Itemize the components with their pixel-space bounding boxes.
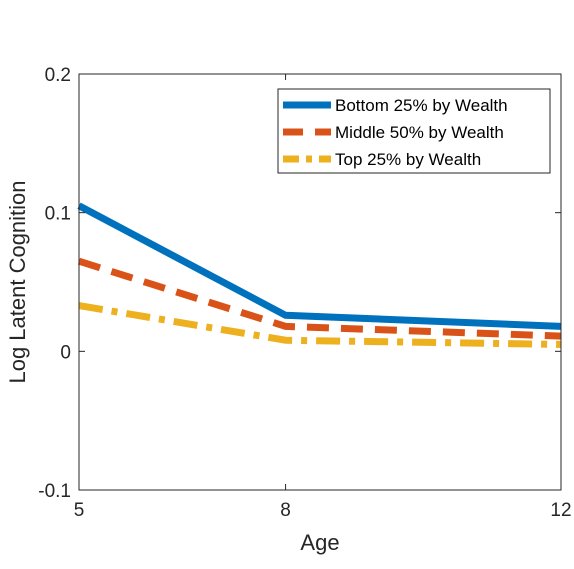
x-tick-label: 8 bbox=[280, 500, 291, 521]
x-axis-title: Age bbox=[300, 530, 339, 555]
legend: Bottom 25% by Wealth Middle 50% by Wealth… bbox=[277, 88, 551, 174]
series-line-0 bbox=[77, 202, 562, 330]
legend-label: Bottom 25% by Wealth bbox=[335, 96, 508, 115]
series-line-2 bbox=[78, 302, 562, 348]
series-line-1 bbox=[77, 257, 562, 340]
x-tick-label: 12 bbox=[550, 500, 571, 521]
ticks-layer: 5 8 12 -0.1 0 0.1 0.2 bbox=[38, 65, 571, 521]
y-tick-label: 0 bbox=[60, 342, 71, 363]
y-axis-title: Log Latent Cognition bbox=[5, 180, 30, 383]
y-tick-label: 0.2 bbox=[45, 65, 71, 86]
y-tick-label: -0.1 bbox=[38, 481, 71, 502]
legend-label: Top 25% by Wealth bbox=[335, 150, 481, 169]
x-tick-label: 5 bbox=[74, 500, 85, 521]
y-tick-label: 0.1 bbox=[45, 204, 71, 225]
series-layer bbox=[77, 202, 562, 348]
plot-frame bbox=[78, 73, 562, 491]
legend-label: Middle 50% by Wealth bbox=[335, 123, 504, 142]
